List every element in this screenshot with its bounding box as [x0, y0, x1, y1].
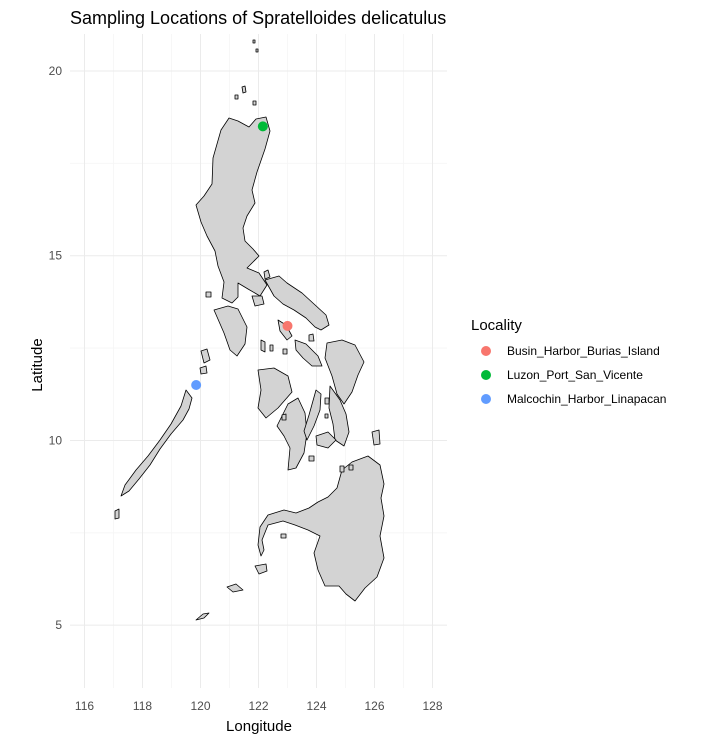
balabac-island — [114, 508, 120, 520]
legend-label: Luzon_Port_San_Vicente — [507, 368, 643, 382]
calamian-islands — [200, 348, 211, 364]
polillo-island — [263, 269, 271, 280]
guimaras-island — [281, 413, 287, 421]
batanes-island-2 — [255, 48, 259, 53]
cebu-island — [303, 389, 322, 441]
bicol-peninsula — [264, 275, 330, 331]
small-island-4 — [280, 533, 287, 539]
mindanao-island — [257, 455, 385, 602]
land-layer — [114, 39, 385, 621]
y-axis-title: Latitude — [29, 338, 46, 391]
tablas-island — [260, 339, 266, 353]
legend: Locality Busin_Harbor_Burias_Island Luzon… — [471, 317, 666, 406]
legend-key — [481, 394, 491, 404]
basilan-island — [254, 563, 268, 575]
legend-label: Malcochin_Harbor_Linapacan — [507, 392, 666, 406]
leyte-island — [328, 385, 350, 447]
legend-label: Busin_Harbor_Burias_Island — [507, 344, 660, 358]
siquijor-island — [308, 455, 315, 462]
batanes-island — [252, 39, 256, 44]
ticao-island — [308, 333, 315, 342]
sample-point — [191, 380, 202, 391]
samar-island — [324, 339, 365, 405]
tawi-tawi-island — [195, 612, 210, 621]
sample-point — [282, 320, 293, 331]
y-axis-ticks: 5 10 15 20 — [49, 64, 63, 632]
palawan-island — [120, 389, 193, 497]
plot-panel — [70, 34, 447, 688]
points-layer — [191, 121, 293, 391]
small-island-2 — [339, 465, 345, 473]
x-tick-label: 128 — [422, 699, 442, 713]
negros-island — [276, 397, 308, 471]
legend-key — [481, 370, 491, 380]
calamian-islands-2 — [199, 365, 208, 375]
camiguin-island — [348, 464, 354, 471]
x-axis-title: Longitude — [226, 718, 292, 735]
masbate-island — [294, 339, 323, 367]
x-tick-label: 122 — [248, 699, 268, 713]
romblon-island — [269, 344, 274, 352]
x-tick-label: 120 — [190, 699, 210, 713]
marinduque-island — [251, 295, 265, 307]
y-tick-label: 5 — [55, 618, 62, 632]
y-tick-label: 20 — [49, 64, 63, 78]
jolo-island — [226, 583, 244, 593]
camotes-island — [324, 413, 329, 419]
babuyan-island-2 — [234, 94, 239, 100]
babuyan-island — [241, 85, 247, 94]
panay-island — [257, 367, 293, 419]
sample-point — [257, 121, 268, 132]
y-tick-label: 10 — [49, 433, 63, 447]
bohol-island — [315, 431, 337, 449]
luzon-island — [195, 116, 271, 304]
x-tick-label: 116 — [75, 699, 94, 713]
x-axis-ticks: 116 118 120 122 124 126 128 — [75, 699, 443, 713]
x-tick-label: 124 — [306, 699, 326, 713]
y-tick-label: 15 — [49, 249, 63, 263]
biliran-island — [324, 397, 330, 405]
small-island-1 — [282, 348, 288, 355]
x-tick-label: 126 — [364, 699, 384, 713]
legend-title: Locality — [471, 317, 522, 334]
babuyan-island-3 — [252, 100, 257, 106]
legend-key — [481, 346, 491, 356]
dinagat-island — [371, 429, 381, 446]
mindoro-island — [213, 305, 248, 357]
plot-title: Sampling Locations of Spratelloides deli… — [70, 8, 446, 28]
small-island-3 — [205, 291, 212, 298]
x-tick-label: 118 — [133, 699, 152, 713]
